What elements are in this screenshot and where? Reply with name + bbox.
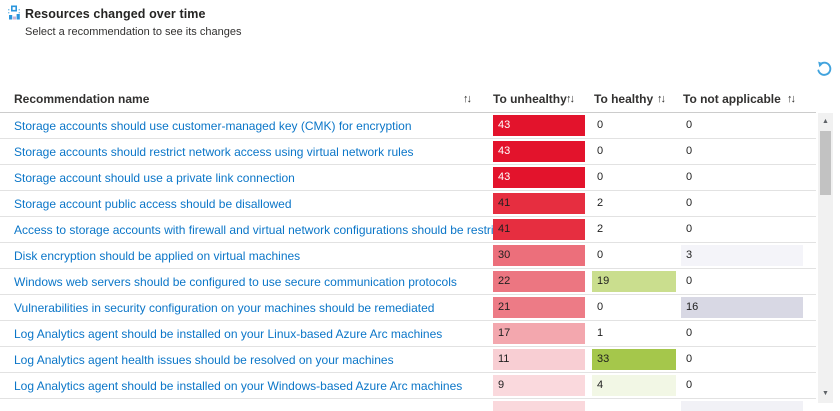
- recommendation-link[interactable]: Windows web servers should be configured…: [14, 275, 457, 289]
- to-healthy-cell: 0: [597, 249, 604, 261]
- table-row[interactable]: Windows web servers should be configured…: [0, 269, 816, 295]
- table-row[interactable]: Storage account should use a private lin…: [0, 165, 816, 191]
- recommendation-link[interactable]: Disk encryption should be applied on vir…: [14, 249, 301, 263]
- table-body: Storage accounts should use customer-man…: [0, 113, 816, 411]
- to-not-applicable-cell: 0: [686, 145, 693, 157]
- to-healthy-cell: 0: [597, 171, 604, 183]
- to-unhealthy-cell: 41: [493, 219, 585, 240]
- widget-title: Resources changed over time: [25, 7, 206, 21]
- recommendation-link[interactable]: Storage accounts should restrict network…: [14, 145, 414, 159]
- recommendation-link[interactable]: Storage account should use a private lin…: [14, 171, 295, 185]
- table-row[interactable]: Log Analytics agent should be installed …: [0, 373, 816, 399]
- to-not-applicable-cell: 0: [686, 223, 693, 235]
- to-not-applicable-cell: 0: [686, 275, 693, 287]
- to-unhealthy-cell: 22: [493, 271, 585, 292]
- to-unhealthy-cell: [493, 401, 585, 411]
- table-row[interactable]: Log Analytics agent should be installed …: [0, 321, 816, 347]
- to-healthy-cell: 19: [592, 271, 676, 292]
- recommendation-link[interactable]: Log Analytics agent should be installed …: [14, 379, 463, 393]
- recommendation-link[interactable]: Storage account public access should be …: [14, 197, 292, 211]
- scroll-down-icon[interactable]: ▼: [822, 390, 829, 397]
- sort-icon[interactable]: ↑↓: [657, 93, 666, 105]
- sort-icon[interactable]: ↑↓: [463, 93, 472, 105]
- to-unhealthy-cell: 21: [493, 297, 585, 318]
- to-unhealthy-cell: 43: [493, 115, 585, 136]
- to-not-applicable-cell: 0: [686, 327, 693, 339]
- to-healthy-cell: 0: [597, 145, 604, 157]
- to-healthy-cell: 1: [597, 327, 604, 339]
- recommendation-link[interactable]: Vulnerabilities in security configuratio…: [14, 301, 435, 315]
- to-healthy-cell: [592, 401, 676, 411]
- table-row[interactable]: Log Analytics agent health issues should…: [0, 347, 816, 373]
- sort-icon[interactable]: ↑↓: [566, 93, 575, 105]
- to-not-applicable-cell: 0: [686, 353, 693, 365]
- to-not-applicable-cell: 0: [686, 197, 693, 209]
- table-row[interactable]: Access to storage accounts with firewall…: [0, 217, 816, 243]
- scrollbar-thumb[interactable]: [820, 131, 831, 195]
- recommendation-link[interactable]: Log Analytics agent health issues should…: [14, 353, 394, 367]
- to-healthy-cell: 4: [592, 375, 676, 396]
- to-unhealthy-cell: 43: [493, 167, 585, 188]
- to-unhealthy-cell: 11: [493, 349, 585, 370]
- undo-button[interactable]: [814, 60, 834, 80]
- undo-icon: [815, 61, 833, 81]
- to-healthy-cell: 0: [597, 301, 604, 313]
- to-healthy-cell: 2: [597, 223, 604, 235]
- column-header-to-healthy[interactable]: To healthy: [594, 92, 654, 106]
- resources-changed-icon: [7, 5, 21, 20]
- vertical-scrollbar[interactable]: ▲ ▼: [818, 113, 833, 403]
- to-not-applicable-cell: 0: [686, 119, 693, 131]
- recommendation-link[interactable]: Storage accounts should use customer-man…: [14, 119, 412, 133]
- sort-icon[interactable]: ↑↓: [787, 93, 796, 105]
- table-row[interactable]: Storage account public access should be …: [0, 191, 816, 217]
- column-header-to-not-applicable[interactable]: To not applicable: [683, 92, 781, 106]
- table-row[interactable]: Storage accounts should restrict network…: [0, 139, 816, 165]
- recommendation-link[interactable]: Log Analytics agent should be installed …: [14, 327, 443, 341]
- to-unhealthy-cell: 41: [493, 193, 585, 214]
- column-header-to-unhealthy[interactable]: To unhealthy: [493, 92, 567, 106]
- table-row[interactable]: Disk encryption should be applied on vir…: [0, 243, 816, 269]
- to-unhealthy-cell: 30: [493, 245, 585, 266]
- to-unhealthy-cell: 43: [493, 141, 585, 162]
- scroll-up-icon[interactable]: ▲: [822, 118, 829, 125]
- to-unhealthy-cell: 9: [493, 375, 585, 396]
- recommendation-link[interactable]: Access to storage accounts with firewall…: [14, 223, 517, 237]
- table-row[interactable]: Vulnerabilities in security configuratio…: [0, 295, 816, 321]
- table-row[interactable]: [0, 399, 816, 411]
- to-unhealthy-cell: 17: [493, 323, 585, 344]
- to-healthy-cell: 33: [592, 349, 676, 370]
- to-not-applicable-cell: 0: [686, 379, 693, 391]
- to-not-applicable-cell: [681, 401, 803, 411]
- widget-subtitle: Select a recommendation to see its chang…: [25, 26, 242, 38]
- column-header-recommendation-name[interactable]: Recommendation name: [14, 92, 150, 106]
- to-not-applicable-cell: 3: [681, 245, 803, 266]
- table-header: Recommendation name ↑↓ To unhealthy ↑↓ T…: [0, 88, 816, 113]
- to-not-applicable-cell: 16: [681, 297, 803, 318]
- to-healthy-cell: 0: [597, 119, 604, 131]
- table-row[interactable]: Storage accounts should use customer-man…: [0, 113, 816, 139]
- to-healthy-cell: 2: [597, 197, 604, 209]
- to-not-applicable-cell: 0: [686, 171, 693, 183]
